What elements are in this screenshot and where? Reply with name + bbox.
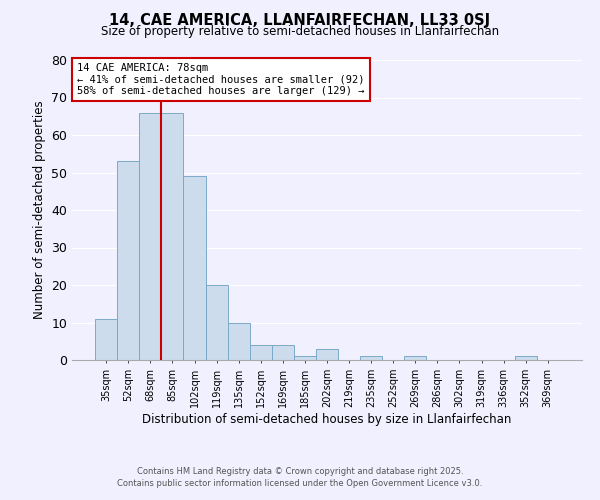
Bar [360, 356, 382, 360]
Bar [139, 112, 161, 360]
Text: Contains HM Land Registry data © Crown copyright and database right 2025.
Contai: Contains HM Land Registry data © Crown c… [118, 466, 482, 487]
Bar [294, 356, 316, 360]
Bar [404, 356, 427, 360]
Bar [117, 161, 139, 360]
Bar [161, 112, 184, 360]
Text: Size of property relative to semi-detached houses in Llanfairfechan: Size of property relative to semi-detach… [101, 25, 499, 38]
Bar [515, 356, 537, 360]
Y-axis label: Number of semi-detached properties: Number of semi-detached properties [32, 100, 46, 320]
Bar [206, 285, 227, 360]
X-axis label: Distribution of semi-detached houses by size in Llanfairfechan: Distribution of semi-detached houses by … [142, 412, 512, 426]
Text: 14 CAE AMERICA: 78sqm
← 41% of semi-detached houses are smaller (92)
58% of semi: 14 CAE AMERICA: 78sqm ← 41% of semi-deta… [77, 63, 365, 96]
Bar [184, 176, 206, 360]
Bar [227, 322, 250, 360]
Bar [272, 345, 294, 360]
Bar [95, 319, 117, 360]
Bar [250, 345, 272, 360]
Bar [316, 349, 338, 360]
Text: 14, CAE AMERICA, LLANFAIRFECHAN, LL33 0SJ: 14, CAE AMERICA, LLANFAIRFECHAN, LL33 0S… [109, 12, 491, 28]
